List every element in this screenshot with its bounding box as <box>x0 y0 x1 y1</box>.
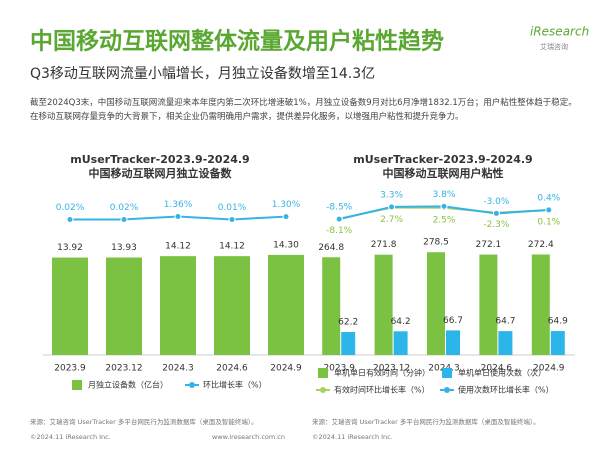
logo: iResearch <box>530 25 589 39</box>
x-tick-label: 2023.9 <box>323 364 355 374</box>
bar <box>160 256 196 355</box>
legend-label: 单机单日有效时间（分钟） <box>334 368 430 378</box>
line-point <box>440 202 448 210</box>
line-point <box>282 213 290 221</box>
data-label: 66.7 <box>443 316 463 326</box>
data-label: 64.7 <box>495 317 515 327</box>
legend-marker <box>444 387 450 393</box>
copyright: ©2024.11 iResearch Inc. <box>312 433 393 441</box>
chart-subtitle: 中国移动互联网月独立设备数 <box>89 166 233 180</box>
data-label: 3.3% <box>380 190 403 200</box>
bar <box>446 330 460 355</box>
chart-title: mUserTracker-2023.9-2024.9 <box>70 153 249 166</box>
bar <box>52 257 88 355</box>
line-point <box>228 215 236 223</box>
url: www.iresearch.com.cn <box>212 433 285 441</box>
data-label: 0.4% <box>537 193 560 203</box>
bar <box>479 254 498 355</box>
title: 中国移动互联网整体流量及用户粘性趋势 <box>30 28 444 55</box>
line-point <box>120 215 128 223</box>
legend-label: 月独立设备数（亿台） <box>88 380 168 390</box>
legend-marker <box>320 387 326 393</box>
bar <box>322 257 341 355</box>
bar <box>498 331 513 355</box>
bar <box>214 256 250 355</box>
x-tick-label: 2024.3 <box>162 364 194 374</box>
data-label: -8.5% <box>326 203 353 213</box>
data-label: -2.3% <box>483 220 510 230</box>
line-point <box>388 203 396 211</box>
x-tick-label: 2024.9 <box>270 364 302 374</box>
data-label: 2.7% <box>380 215 403 225</box>
data-label: 271.8 <box>371 240 397 250</box>
x-tick-label: 2023.12 <box>105 364 142 374</box>
paragraph: 截至2024Q3末，中国移动互联网流量迎来本年度内第二次环比增速破1%，月独立设… <box>30 98 577 122</box>
x-tick-label: 2024.6 <box>481 364 513 374</box>
data-label: 1.36% <box>164 200 193 210</box>
legend-marker <box>189 382 195 388</box>
source: 来源：艾瑞咨询 UserTracker 多平台网民行为监测数据库（桌面及智能终端… <box>30 417 258 426</box>
data-label: -8.1% <box>326 226 353 236</box>
bar <box>106 257 142 355</box>
data-label: 264.8 <box>318 243 344 253</box>
line-point <box>545 206 553 214</box>
data-label: 278.5 <box>423 238 449 248</box>
copyright: ©2024.11 iResearch Inc. <box>30 433 111 441</box>
line-point <box>335 215 343 223</box>
data-label: 2.5% <box>433 215 456 225</box>
data-label: 64.9 <box>548 317 568 327</box>
data-label: 1.30% <box>272 200 301 210</box>
bar <box>427 252 445 355</box>
data-label: 64.2 <box>391 317 411 327</box>
bar <box>550 331 565 355</box>
legend-label: 使用次数环比增长率（%） <box>458 385 554 395</box>
legend-swatch <box>318 368 328 378</box>
data-label: 0.1% <box>537 218 560 228</box>
chart-title: mUserTracker-2023.9-2024.9 <box>353 153 532 166</box>
bar <box>393 331 408 355</box>
data-label: 14.12 <box>219 242 245 252</box>
data-label: 13.92 <box>57 243 83 253</box>
data-label: 14.12 <box>165 242 191 252</box>
chart-subtitle: 中国移动互联网用户粘性 <box>383 166 504 180</box>
data-label: 14.30 <box>273 240 299 250</box>
x-tick-label: 2023.9 <box>54 364 86 374</box>
legend-label: 单机单日使用次数（次） <box>458 368 546 378</box>
bar <box>341 332 356 355</box>
data-label: 0.02% <box>110 203 139 213</box>
subtitle: Q3移动互联网流量小幅增长，月独立设备数增至14.3亿 <box>30 65 375 82</box>
legend-label: 有效时间环比增长率（%） <box>334 385 430 395</box>
x-tick-label: 2023.12 <box>373 364 410 374</box>
data-label: 0.02% <box>56 203 85 213</box>
bar <box>268 254 304 355</box>
x-tick-label: 2024.6 <box>216 364 248 374</box>
data-label: 272.4 <box>528 240 554 250</box>
source: 来源：艾瑞咨询 UserTracker 多平台网民行为监测数据库（桌面及智能终端… <box>312 417 540 426</box>
line-point <box>174 212 182 220</box>
x-tick-label: 2024.9 <box>533 364 565 374</box>
data-label: 3.8% <box>433 190 456 200</box>
bar <box>531 254 550 355</box>
line-point <box>492 209 500 217</box>
data-label: 272.1 <box>476 240 502 250</box>
data-label: -3.0% <box>483 197 510 207</box>
legend-label: 环比增长率（%） <box>203 380 267 390</box>
line-point <box>66 215 74 223</box>
data-label: 62.2 <box>338 318 358 328</box>
data-label: 0.01% <box>218 203 247 213</box>
bar <box>374 254 393 355</box>
legend-swatch <box>72 380 82 390</box>
data-label: 13.93 <box>111 243 137 253</box>
legend-swatch <box>442 368 452 378</box>
logo-sub: 艾瑞咨询 <box>540 42 568 51</box>
